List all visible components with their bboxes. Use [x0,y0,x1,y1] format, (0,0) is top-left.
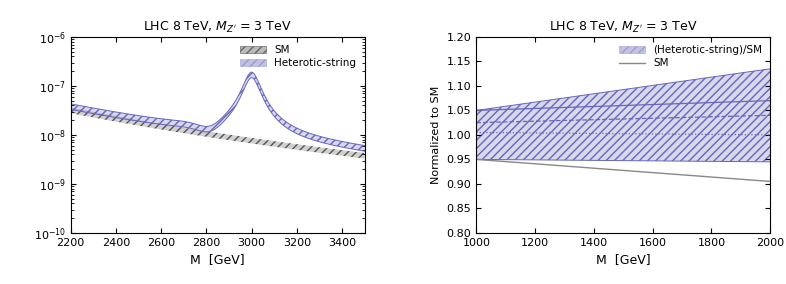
X-axis label: M  [GeV]: M [GeV] [596,253,651,266]
Legend: SM, Heterotic-string: SM, Heterotic-string [237,42,359,72]
Title: LHC 8 TeV, $M_{Z^{\prime}}$ = 3 TeV: LHC 8 TeV, $M_{Z^{\prime}}$ = 3 TeV [549,20,698,36]
X-axis label: M  [GeV]: M [GeV] [190,253,245,266]
Y-axis label: Normalized to SM: Normalized to SM [432,86,441,184]
Legend: (Heterotic-string)/SM, SM: (Heterotic-string)/SM, SM [615,42,765,72]
Title: LHC 8 TeV, $M_{Z^{\prime}}$ = 3 TeV: LHC 8 TeV, $M_{Z^{\prime}}$ = 3 TeV [143,20,292,36]
